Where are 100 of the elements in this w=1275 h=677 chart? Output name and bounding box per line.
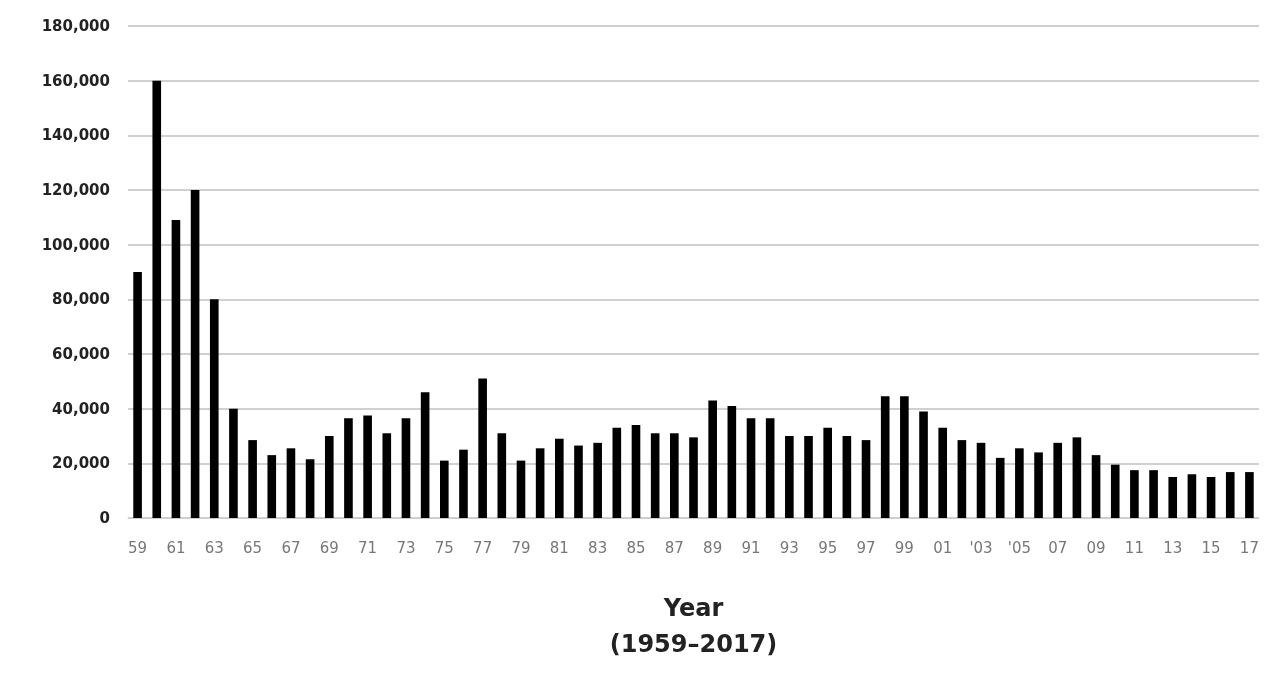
x-tick-label: 15 [1201, 538, 1221, 557]
bar [1034, 452, 1043, 518]
y-tick-label: 140,000 [41, 126, 110, 145]
x-tick-label: 69 [319, 538, 339, 557]
bar [689, 437, 698, 518]
bar [880, 396, 890, 518]
bar [976, 442, 986, 518]
bar [209, 299, 219, 518]
bar [919, 411, 928, 518]
bar [363, 415, 372, 518]
bar [248, 440, 257, 518]
bar [1149, 470, 1158, 518]
bar [152, 80, 162, 518]
bar [305, 459, 315, 518]
bar [1053, 442, 1063, 518]
bar [516, 460, 526, 518]
x-tick-label: 89 [703, 538, 723, 557]
y-tick-label: 120,000 [41, 181, 110, 199]
x-tick-label: 59 [128, 538, 148, 557]
bar [267, 455, 277, 518]
x-tick-label: 07 [1048, 538, 1068, 557]
x-tick-label: 01 [933, 538, 953, 557]
x-tick-label: 67 [281, 538, 301, 557]
bar [957, 440, 967, 518]
x-tick-label: 77 [473, 538, 493, 557]
x-tick-label: 75 [434, 538, 454, 557]
bar [995, 457, 1005, 518]
bar [861, 440, 871, 518]
bar [1130, 470, 1139, 518]
x-tick-label: 65 [243, 538, 263, 557]
bar [823, 427, 832, 518]
bar [401, 418, 411, 518]
x-axis-title: Year (1959–2017) [609, 594, 778, 658]
bar [229, 408, 238, 518]
bar [286, 448, 296, 518]
bar [555, 438, 564, 518]
x-tick-label: 61 [166, 538, 186, 557]
y-tick-label: 100,000 [41, 235, 110, 254]
bar [382, 433, 392, 518]
bar [1225, 472, 1235, 518]
x-tick-label: 81 [549, 538, 569, 557]
x-tick-label: 09 [1086, 538, 1106, 557]
bar [1187, 474, 1197, 518]
x-tick-label: 93 [779, 538, 799, 557]
bar [1245, 472, 1254, 518]
y-tick-label: 20,000 [52, 454, 110, 473]
x-tick-label: '05 [1007, 538, 1031, 557]
bar [1168, 477, 1178, 518]
bar [650, 433, 660, 518]
y-tick-label: 0 [99, 509, 110, 527]
x-tick-label: 79 [511, 538, 531, 557]
bar [670, 433, 679, 518]
bar [324, 436, 334, 518]
bar [171, 220, 181, 518]
y-tick-label: 60,000 [52, 345, 110, 363]
bar [535, 448, 545, 518]
bar [727, 405, 737, 518]
x-tick-label: 91 [741, 538, 761, 557]
bar [439, 460, 449, 518]
bar [574, 445, 583, 518]
x-tick-label: 73 [396, 538, 416, 557]
bar [1015, 448, 1024, 518]
bar [497, 433, 507, 518]
bar [804, 436, 813, 518]
x-tick-label: 63 [204, 538, 224, 557]
bar [190, 190, 200, 518]
bar [631, 425, 641, 518]
bar [708, 400, 717, 518]
y-tick-label: 180,000 [41, 17, 110, 35]
bar [785, 436, 794, 518]
x-tick-label: '03 [969, 538, 993, 557]
bar [1206, 477, 1216, 518]
y-tick-label: 40,000 [52, 399, 110, 418]
bar [938, 427, 948, 518]
x-tick-label: 83 [588, 538, 608, 557]
bar [1110, 464, 1120, 518]
x-tick-label: 13 [1163, 538, 1183, 557]
bar [842, 436, 852, 518]
bar [478, 378, 487, 518]
bar [1072, 437, 1082, 518]
bar [746, 418, 756, 518]
x-tick-label: 85 [626, 538, 646, 557]
bar [344, 418, 353, 518]
bar [420, 392, 430, 518]
x-tick-label: 87 [664, 538, 684, 557]
bar [765, 418, 775, 518]
bar [133, 272, 142, 518]
bar [593, 442, 602, 518]
x-tick-label: 95 [818, 538, 838, 557]
x-tick-label: 17 [1239, 538, 1259, 557]
bar [1091, 455, 1101, 518]
bar [459, 449, 468, 518]
y-tick-label: 160,000 [41, 71, 110, 90]
bar [900, 396, 909, 518]
x-tick-label: 11 [1124, 538, 1144, 557]
y-tick-label: 80,000 [52, 290, 110, 309]
x-tick-label: 97 [856, 538, 876, 557]
x-tick-label: 71 [358, 538, 378, 557]
bar [612, 427, 622, 518]
x-tick-label: 99 [894, 538, 914, 557]
